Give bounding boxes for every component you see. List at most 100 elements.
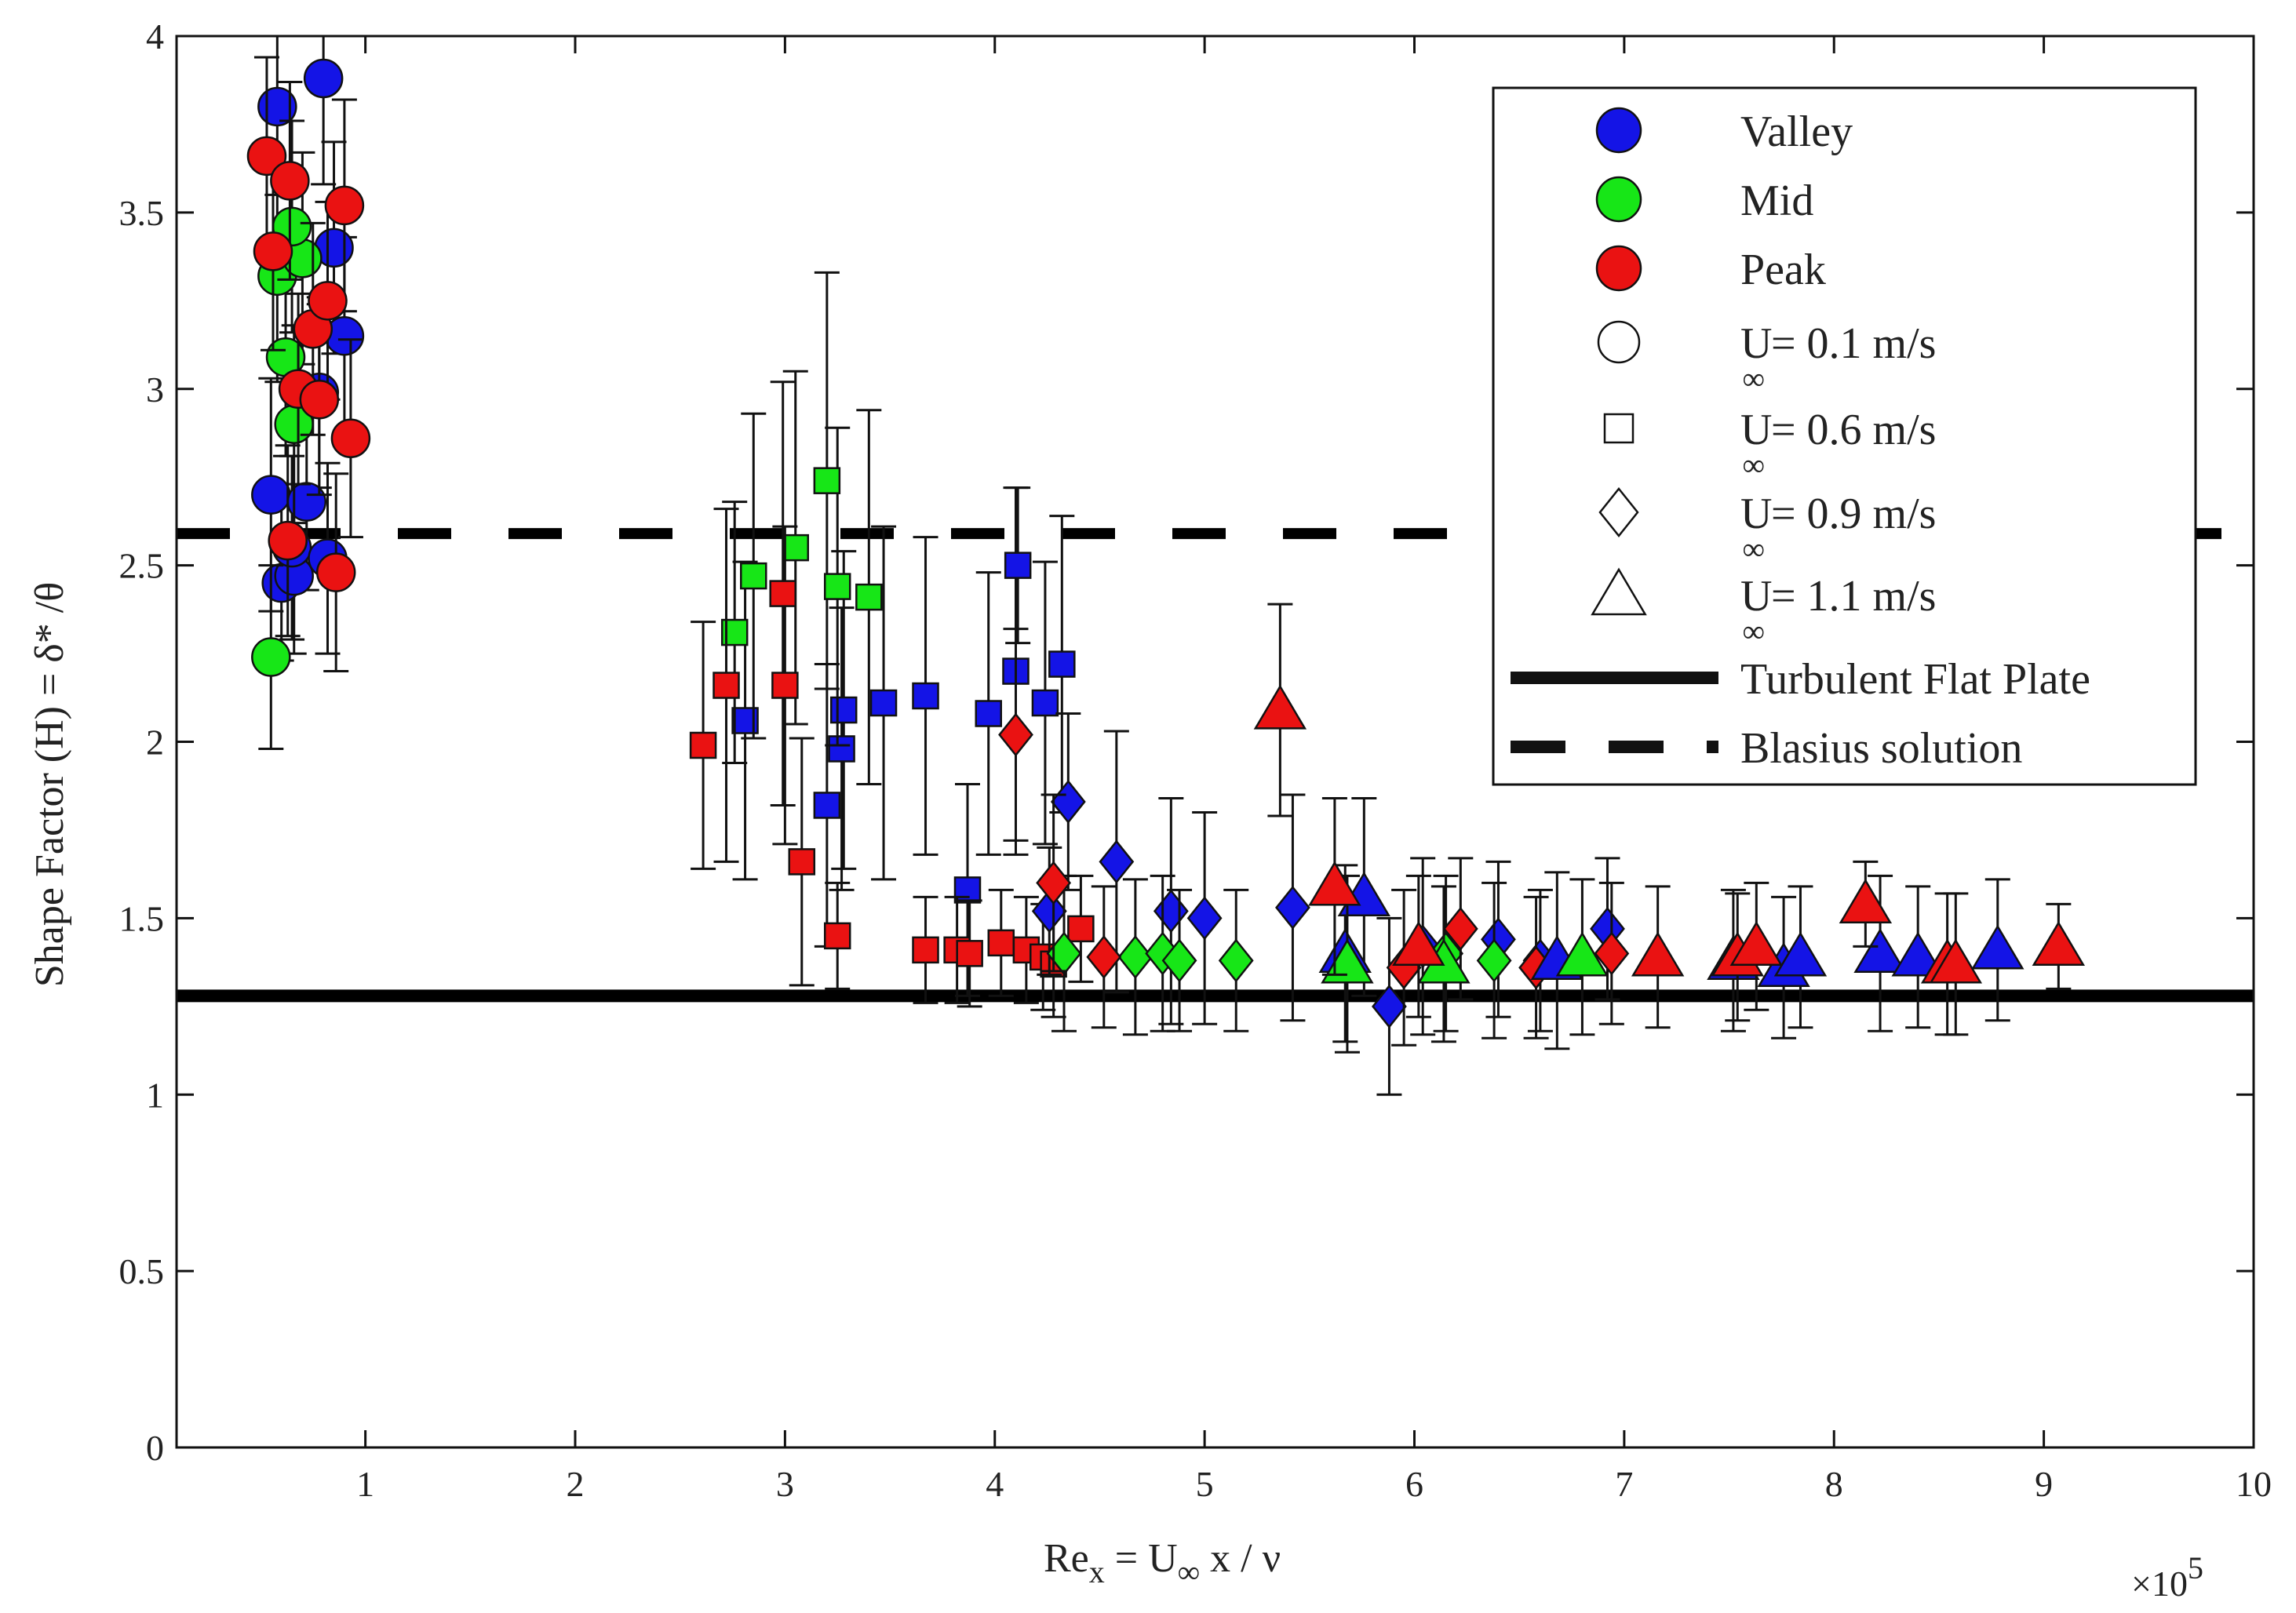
data-point	[740, 562, 767, 590]
legend-label-main: U	[1740, 490, 1772, 538]
legend-entry: Peak	[1595, 245, 1826, 294]
data-point	[1218, 938, 1254, 983]
data-point	[315, 552, 356, 592]
legend-label-sub: ∞	[1742, 361, 1765, 396]
data-point	[782, 533, 810, 562]
data-point	[1048, 650, 1076, 678]
legend-marker	[1595, 176, 1642, 223]
legend-entry: U ∞ = 0.9 m/s	[1598, 486, 1937, 566]
legend-marker	[1598, 486, 1639, 538]
data-point	[251, 637, 291, 677]
data-point	[1186, 896, 1223, 941]
data-point	[823, 922, 851, 950]
x-multiplier-exp: 5	[2188, 1550, 2203, 1586]
x-title-main: Re	[1044, 1536, 1089, 1581]
data-point	[912, 682, 939, 710]
data-point	[1555, 931, 1609, 977]
data-point	[823, 573, 851, 600]
x-tick-label: 10	[2236, 1464, 2272, 1504]
y-tick-label: 1.5	[119, 898, 165, 938]
legend-label-rest: = 0.9 m/s	[1760, 490, 1937, 538]
data-point	[1891, 931, 1944, 977]
data-point	[1929, 938, 1983, 984]
data-point	[253, 231, 293, 271]
y-tick-label: 1	[146, 1075, 164, 1115]
data-point	[998, 712, 1033, 757]
data-point	[1036, 861, 1072, 905]
legend-entry: Turbulent Flat Plate	[1511, 655, 2090, 704]
x-title-sub2: ∞	[1178, 1554, 1201, 1589]
x-multiplier-base: ×10	[2131, 1564, 2188, 1604]
data-point	[769, 580, 796, 607]
x-axis-title: Rex = U∞ x / ν	[1044, 1536, 1281, 1589]
legend-entry: U ∞ = 1.1 m/s	[1591, 567, 1936, 649]
legend-entry: U ∞ = 0.1 m/s	[1597, 319, 1936, 396]
axes: 1 2 3 4 5 6 7 8 9 10 0 0.5 1 1.5 2 2.5 3 3.5 4	[119, 16, 2272, 1504]
data-point	[268, 520, 308, 561]
data-point	[1161, 938, 1197, 983]
data-point	[1392, 920, 1445, 967]
y-tick-label: 0.5	[119, 1251, 165, 1291]
data-point	[1594, 931, 1630, 976]
y-axis-title: Shape Factor (H) = δ* /θ	[27, 582, 72, 987]
legend-label-rest: = 1.1 m/s	[1760, 572, 1937, 621]
legend-label: Mid	[1740, 177, 1813, 225]
y-tick-label: 3	[146, 370, 164, 410]
legend-label: U ∞ = 0.6 m/s	[1740, 406, 1936, 482]
y-tick-label: 0	[146, 1428, 164, 1468]
data-point	[956, 940, 983, 967]
x-tick-label: 7	[1615, 1464, 1633, 1504]
x-title-sub1: x	[1089, 1554, 1105, 1589]
data-point	[1031, 689, 1059, 717]
data-point	[324, 185, 365, 226]
data-point	[2032, 920, 2086, 967]
data-point	[251, 475, 291, 515]
data-point	[1476, 938, 1512, 983]
x-tick-label: 8	[1825, 1464, 1843, 1504]
x-tick-label: 9	[2035, 1464, 2053, 1504]
legend-label-main: U	[1740, 406, 1772, 454]
legend-marker	[1597, 320, 1641, 364]
series-mid-square	[720, 271, 883, 785]
data-point	[912, 936, 939, 964]
series-peak-circle	[246, 56, 371, 673]
data-point	[308, 281, 348, 321]
data-point	[813, 792, 841, 819]
data-point	[1031, 889, 1067, 934]
legend-label: Peak	[1740, 246, 1826, 294]
legend-label-sub: ∞	[1742, 447, 1765, 482]
data-point	[829, 696, 858, 724]
data-point	[813, 467, 841, 494]
plot-area	[177, 36, 2254, 1096]
legend-label-sub: ∞	[1742, 531, 1765, 566]
legend-label: Blasius solution	[1740, 724, 2022, 773]
series-mid-diamond	[1046, 874, 1512, 1040]
legend-label-main: U	[1740, 572, 1772, 621]
data-point	[771, 672, 799, 699]
x-tick-label: 2	[567, 1464, 585, 1504]
legend-label-rest: = 0.1 m/s	[1760, 319, 1937, 368]
data-point	[689, 731, 717, 759]
data-point	[1631, 931, 1685, 977]
legend-label: Turbulent Flat Plate	[1740, 655, 2090, 704]
legend-label: U ∞ = 0.1 m/s	[1740, 319, 1936, 396]
data-point	[330, 418, 371, 458]
data-point	[788, 848, 816, 876]
x-tick-label: 6	[1405, 1464, 1423, 1504]
data-point	[1372, 984, 1407, 1029]
data-point	[1067, 915, 1095, 943]
y-tick-label: 2.5	[119, 546, 165, 586]
y-tick-label: 2	[146, 723, 164, 763]
x-title-rest: x / ν	[1200, 1536, 1281, 1581]
data-point	[303, 58, 344, 99]
data-point	[1971, 924, 2024, 970]
data-point	[975, 700, 1002, 727]
data-point	[712, 672, 740, 699]
data-point	[1004, 552, 1032, 579]
legend-entry: Valley	[1595, 107, 1853, 156]
data-point	[1308, 861, 1361, 906]
legend-label: U ∞ = 1.1 m/s	[1740, 572, 1936, 649]
legend-marker	[1595, 245, 1642, 292]
